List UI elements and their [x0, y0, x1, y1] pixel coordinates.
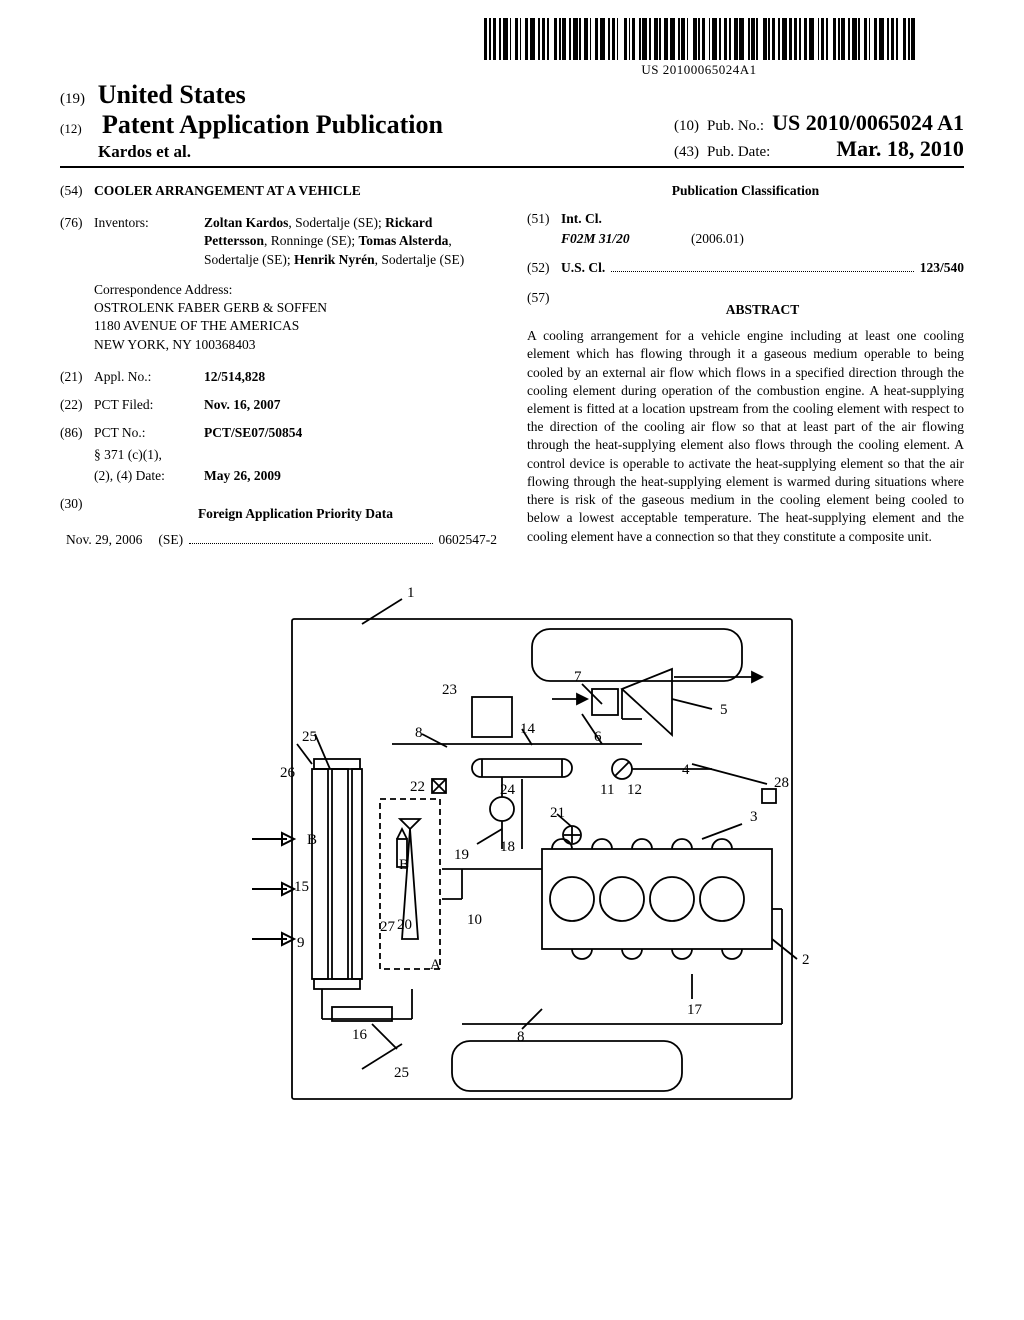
fig-label-25b: 25 [394, 1065, 409, 1081]
fig-label-1: 1 [407, 585, 415, 601]
inventors-list: Zoltan Kardos, Sodertalje (SE); Rickard … [204, 214, 497, 269]
inid-54: (54) [60, 182, 94, 200]
fig-label-24: 24 [500, 782, 516, 798]
fig-label-5: 5 [720, 702, 728, 718]
priority-country: (SE) [158, 531, 183, 549]
inid-19: (19) [60, 91, 94, 108]
inid-12: (12) [60, 121, 94, 137]
inid-43: (43) [674, 144, 699, 161]
priority-num: 0602547-2 [439, 531, 498, 549]
intcl-code: F02M 31/20 [561, 230, 691, 248]
fig-label-20: 20 [397, 917, 412, 933]
barcode [484, 18, 914, 60]
fig-label-A: A [430, 957, 441, 973]
abstract-text: A cooling arrangement for a vehicle engi… [527, 327, 964, 546]
corr-line2: 1180 AVENUE OF THE AMERICAS [94, 317, 497, 335]
corr-line1: OSTROLENK FABER GERB & SOFFEN [94, 299, 497, 317]
pub-no: US 2010/0065024 A1 [772, 110, 964, 136]
pub-class-header: Publication Classification [527, 182, 964, 200]
fig-label-11: 11 [600, 782, 614, 798]
fig-label-B1: B [307, 832, 317, 848]
fig-label-9: 9 [297, 935, 305, 951]
fig-label-19: 19 [454, 847, 469, 863]
fig-label-8a: 8 [415, 725, 423, 741]
fig-label-23: 23 [442, 682, 457, 698]
patent-figure: 1 2 3 4 5 6 7 8 8 9 10 11 12 14 15 16 17… [202, 569, 822, 1129]
fig-label-4: 4 [682, 762, 690, 778]
fig-label-3: 3 [750, 809, 758, 825]
fig-label-2: 2 [802, 952, 810, 968]
fig-label-12: 12 [627, 782, 642, 798]
inid-22: (22) [60, 396, 94, 414]
invention-title: COOLER ARRANGEMENT AT A VEHICLE [94, 182, 497, 200]
uscl-label: U.S. Cl. [561, 259, 605, 277]
fig-label-18: 18 [500, 839, 515, 855]
inid-86: (86) [60, 424, 94, 442]
inid-10: (10) [674, 118, 699, 135]
fig-label-14: 14 [520, 721, 536, 737]
biblio-columns: (54) COOLER ARRANGEMENT AT A VEHICLE (76… [60, 182, 964, 549]
fig-label-7: 7 [574, 669, 582, 685]
dotted-leader [189, 543, 432, 544]
fig-label-25a: 25 [302, 729, 317, 745]
appl-no: 12/514,828 [204, 368, 497, 386]
fig-label-8b: 8 [517, 1029, 525, 1045]
pub-date: Mar. 18, 2010 [836, 136, 964, 162]
fig-label-15: 15 [294, 879, 309, 895]
inid-21: (21) [60, 368, 94, 386]
right-column: Publication Classification (51) Int. Cl.… [527, 182, 964, 549]
figure-container: 1 2 3 4 5 6 7 8 8 9 10 11 12 14 15 16 17… [60, 569, 964, 1129]
fig-label-26: 26 [280, 765, 296, 781]
corr-line3: NEW YORK, NY 100368403 [94, 336, 497, 354]
inid-30: (30) [60, 495, 94, 531]
fig-label-21: 21 [550, 805, 565, 821]
s371-label1: § 371 (c)(1), [94, 446, 204, 464]
barcode-region: US 20100065024A1 [484, 18, 914, 78]
dotted-leader-2 [611, 271, 913, 272]
corr-label: Correspondence Address: [94, 281, 497, 299]
barcode-text: US 20100065024A1 [484, 62, 914, 78]
authors: Kardos et al. [98, 142, 443, 162]
s371-date: May 26, 2009 [204, 467, 281, 485]
pub-date-label: Pub. Date: [707, 144, 770, 161]
left-column: (54) COOLER ARRANGEMENT AT A VEHICLE (76… [60, 182, 497, 549]
fig-label-17: 17 [687, 1002, 703, 1018]
document-header: (19) United States (12) Patent Applicati… [60, 80, 964, 168]
fig-label-27: 27 [380, 919, 396, 935]
priority-header: Foreign Application Priority Data [94, 505, 497, 523]
country: United States [98, 80, 246, 109]
fig-label-16: 16 [352, 1027, 368, 1043]
priority-date: Nov. 29, 2006 [66, 531, 142, 549]
pct-no: PCT/SE07/50854 [204, 424, 497, 442]
inid-51: (51) [527, 210, 561, 228]
pct-filed: Nov. 16, 2007 [204, 396, 497, 414]
inventors-label: Inventors: [94, 214, 204, 269]
intcl-date: (2006.01) [691, 230, 744, 248]
uscl-value: 123/540 [920, 259, 964, 277]
fig-label-22: 22 [410, 779, 425, 795]
fig-label-B2: B [399, 857, 409, 873]
inid-57: (57) [527, 289, 561, 327]
doc-type: Patent Application Publication [102, 110, 443, 140]
inid-52: (52) [527, 259, 561, 277]
intcl-label: Int. Cl. [561, 210, 641, 228]
inid-76: (76) [60, 214, 94, 269]
pub-no-label: Pub. No.: [707, 118, 764, 135]
pct-filed-label: PCT Filed: [94, 396, 204, 414]
s371-label2: (2), (4) Date: [94, 467, 204, 485]
pct-no-label: PCT No.: [94, 424, 204, 442]
abstract-header: ABSTRACT [561, 301, 964, 319]
fig-label-10: 10 [467, 912, 482, 928]
fig-label-6: 6 [594, 729, 602, 745]
fig-label-28: 28 [774, 775, 789, 791]
appl-no-label: Appl. No.: [94, 368, 204, 386]
